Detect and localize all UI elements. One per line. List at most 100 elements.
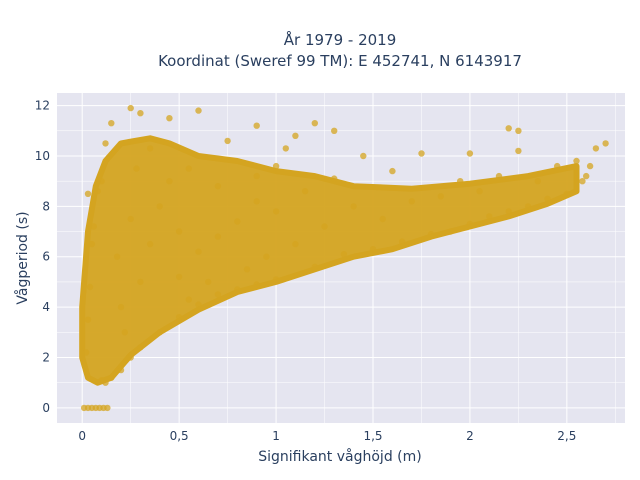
x-tick-label: 1,5 bbox=[363, 429, 382, 443]
data-point bbox=[272, 162, 280, 170]
data-point bbox=[166, 115, 173, 122]
data-point bbox=[466, 220, 474, 228]
data-point bbox=[86, 283, 94, 291]
data-point bbox=[583, 172, 590, 180]
x-tick-label: 0,5 bbox=[170, 429, 189, 443]
data-point bbox=[117, 303, 125, 311]
data-point bbox=[156, 329, 163, 336]
data-point bbox=[175, 273, 183, 281]
y-tick-label: 12 bbox=[35, 99, 50, 113]
y-axis-title: Vågperiod (s) bbox=[14, 211, 31, 304]
data-point bbox=[108, 374, 115, 381]
data-point bbox=[398, 238, 406, 245]
data-point bbox=[263, 253, 270, 260]
data-point bbox=[214, 233, 222, 240]
data-point bbox=[94, 188, 101, 195]
data-point bbox=[466, 150, 474, 157]
data-point bbox=[175, 228, 183, 235]
y-tick-label: 4 bbox=[42, 300, 50, 314]
data-point bbox=[234, 218, 241, 225]
chart-title: År 1979 - 2019 bbox=[284, 30, 397, 49]
data-point bbox=[195, 301, 202, 308]
x-axis-title: Signifikant våghöjd (m) bbox=[258, 448, 421, 465]
data-point bbox=[515, 147, 522, 155]
y-tick-label: 8 bbox=[42, 199, 50, 213]
data-point bbox=[505, 208, 512, 215]
data-point bbox=[573, 157, 580, 165]
x-tick-label: 2 bbox=[466, 429, 474, 443]
y-tick-label: 10 bbox=[35, 149, 50, 163]
data-point bbox=[476, 188, 483, 195]
point-cloud-core bbox=[79, 135, 580, 386]
data-point bbox=[272, 208, 280, 215]
data-point bbox=[369, 246, 377, 253]
y-tick-label: 6 bbox=[42, 250, 50, 264]
data-point bbox=[234, 286, 241, 293]
data-point bbox=[447, 228, 454, 235]
data-point bbox=[505, 125, 512, 132]
data-point bbox=[214, 183, 222, 190]
chart-subtitle: Koordinat (Sweref 99 TM): E 452741, N 61… bbox=[158, 52, 522, 70]
data-point bbox=[195, 107, 202, 114]
data-point bbox=[185, 165, 192, 172]
data-point bbox=[84, 316, 92, 323]
data-point bbox=[84, 190, 92, 197]
data-point bbox=[253, 198, 260, 205]
data-point bbox=[579, 178, 586, 185]
y-tick-labels: 0 2 4 6 8 10 12 bbox=[35, 99, 50, 415]
data-point bbox=[102, 140, 109, 147]
data-point bbox=[515, 127, 522, 134]
data-point bbox=[544, 195, 551, 202]
data-point bbox=[592, 145, 600, 152]
data-point bbox=[311, 263, 318, 270]
data-point bbox=[379, 215, 386, 223]
data-points bbox=[80, 104, 609, 412]
data-point bbox=[137, 278, 144, 286]
data-point bbox=[185, 296, 192, 303]
data-point bbox=[175, 314, 183, 321]
data-point bbox=[457, 178, 464, 185]
data-point bbox=[127, 354, 134, 361]
y-tick-label: 0 bbox=[42, 401, 50, 415]
x-tick-labels: 0 0,5 1 1,5 2 2,5 bbox=[78, 429, 576, 443]
data-point bbox=[495, 172, 503, 180]
data-point bbox=[292, 240, 299, 248]
x-tick-label: 2,5 bbox=[557, 429, 576, 443]
data-point bbox=[113, 253, 121, 260]
point-cloud bbox=[79, 135, 580, 386]
data-point bbox=[340, 251, 348, 258]
data-point bbox=[586, 162, 594, 170]
x-tick-label: 1 bbox=[272, 429, 280, 443]
y-tick-label: 2 bbox=[42, 351, 50, 365]
data-point bbox=[98, 178, 105, 185]
data-point bbox=[486, 213, 493, 220]
x-tick-label: 0 bbox=[78, 429, 86, 443]
data-point bbox=[253, 281, 260, 288]
data-point bbox=[127, 215, 134, 223]
data-point bbox=[243, 266, 251, 273]
data-point bbox=[117, 366, 125, 374]
data-point bbox=[146, 240, 154, 248]
data-point bbox=[82, 349, 90, 356]
data-point bbox=[331, 175, 338, 182]
data-point bbox=[350, 203, 357, 210]
data-point bbox=[563, 190, 570, 197]
data-point bbox=[389, 167, 396, 175]
data-point bbox=[102, 379, 109, 386]
data-point bbox=[195, 248, 202, 255]
data-point bbox=[253, 122, 260, 129]
data-point bbox=[360, 152, 367, 160]
data-point bbox=[437, 193, 444, 200]
data-point bbox=[104, 404, 111, 412]
data-point bbox=[331, 127, 338, 134]
data-point bbox=[146, 145, 154, 152]
data-point bbox=[137, 344, 144, 351]
data-point bbox=[166, 178, 173, 185]
data-point bbox=[214, 291, 222, 298]
data-point bbox=[205, 278, 212, 286]
data-point bbox=[90, 223, 98, 230]
data-point bbox=[427, 230, 435, 238]
data-point bbox=[127, 104, 134, 112]
data-point bbox=[408, 198, 415, 205]
